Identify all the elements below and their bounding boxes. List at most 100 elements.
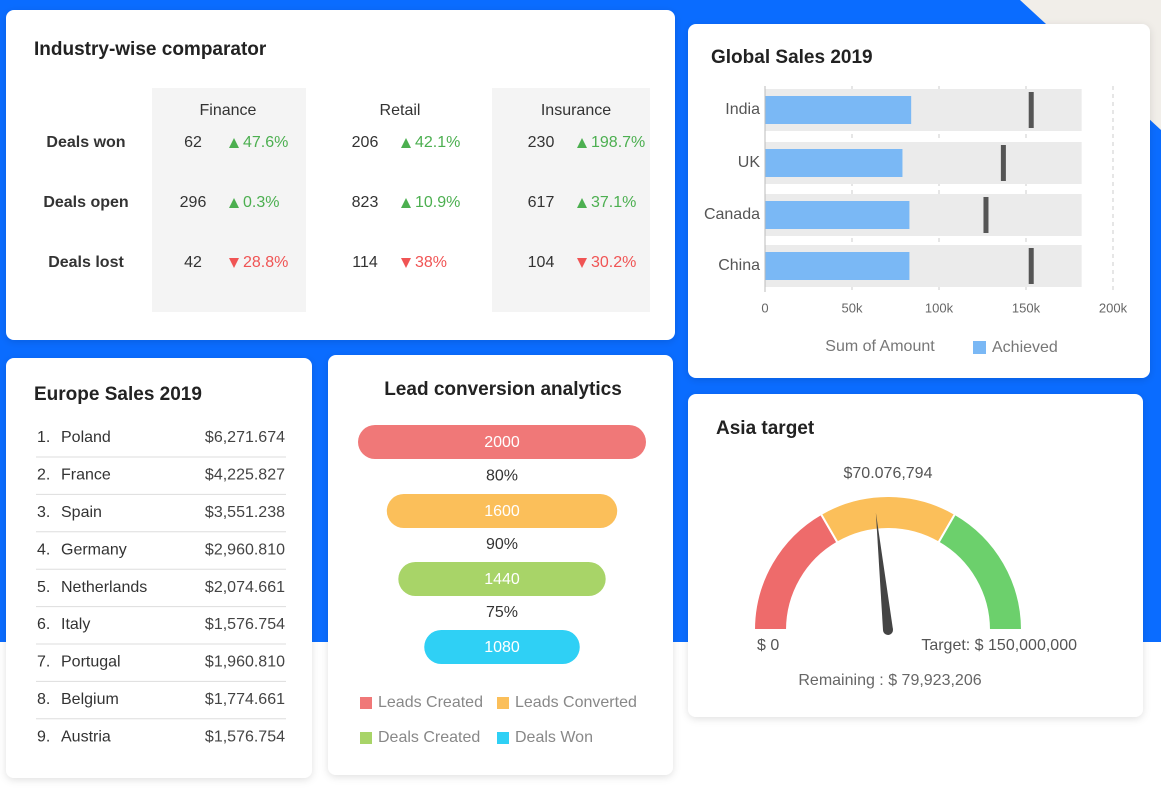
country: Netherlands — [61, 579, 147, 596]
trend-icon — [577, 198, 587, 208]
row-label: Deals lost — [48, 254, 124, 271]
column-header: Retail — [380, 102, 421, 119]
row-label: Deals won — [46, 134, 125, 151]
legend-swatch — [360, 732, 372, 744]
cell-value: 42 — [184, 254, 202, 271]
funnel-value: 1440 — [484, 571, 520, 588]
conversion-rate: 75% — [486, 604, 518, 621]
trend-icon — [229, 138, 239, 148]
funnel-value: 2000 — [484, 434, 520, 451]
legend-swatch — [497, 697, 509, 709]
bar — [765, 201, 910, 229]
rank: 4. — [37, 541, 50, 558]
legend-label: Leads Created — [378, 694, 483, 711]
cell-value: 62 — [184, 134, 202, 151]
gauge-needle — [875, 512, 893, 631]
country: Germany — [61, 541, 127, 558]
card — [688, 394, 1143, 717]
x-tick-label: 0 — [761, 300, 768, 315]
cell-change: 38% — [415, 254, 447, 271]
column-header: Finance — [200, 102, 257, 119]
y-tick-label: China — [718, 257, 760, 274]
cell-change: 0.3% — [243, 194, 279, 211]
card-title: Asia target — [716, 418, 815, 439]
card-title: Industry-wise comparator — [34, 39, 267, 60]
legend-label: Leads Converted — [515, 694, 637, 711]
cell-value: 104 — [528, 254, 555, 271]
rank: 7. — [37, 654, 50, 671]
gauge-tick-label: $ 0 — [757, 637, 779, 654]
bar — [765, 252, 910, 280]
trend-icon — [401, 138, 411, 148]
cell-change: 30.2% — [591, 254, 636, 271]
legend-label: Achieved — [992, 339, 1058, 356]
amount: $6,271.674 — [205, 429, 285, 446]
column-header: Insurance — [541, 102, 611, 119]
bar — [765, 96, 912, 124]
country: Portugal — [61, 654, 121, 671]
target-marker — [1028, 92, 1034, 128]
rank: 9. — [37, 728, 50, 745]
amount: $2,960.810 — [205, 541, 285, 558]
x-tick-label: 100k — [925, 300, 954, 315]
trend-icon — [577, 258, 587, 268]
funnel-bar — [398, 562, 606, 596]
funnel-bar — [386, 494, 618, 528]
cell-value: 617 — [528, 194, 555, 211]
legend-swatch — [360, 697, 372, 709]
country: Poland — [61, 429, 111, 446]
rank: 3. — [37, 504, 50, 521]
x-axis-label: Sum of Amount — [825, 338, 935, 355]
trend-icon — [229, 258, 239, 268]
cell-change: 10.9% — [415, 194, 460, 211]
country: France — [61, 467, 111, 484]
amount: $2,074.661 — [205, 579, 285, 596]
rank: 8. — [37, 691, 50, 708]
country: Belgium — [61, 691, 119, 708]
rank: 6. — [37, 616, 50, 633]
trend-icon — [229, 198, 239, 208]
cell-change: 42.1% — [415, 134, 460, 151]
cell-value: 206 — [352, 134, 379, 151]
cell-value: 296 — [180, 194, 207, 211]
amount: $1,774.661 — [205, 691, 285, 708]
x-tick-label: 150k — [1012, 300, 1041, 315]
gauge-value: $70.076,794 — [844, 465, 933, 482]
card-title: Europe Sales 2019 — [34, 384, 202, 405]
gauge-band — [937, 512, 1024, 631]
legend-swatch — [497, 732, 509, 744]
card — [6, 358, 312, 778]
cell-change: 47.6% — [243, 134, 288, 151]
y-tick-label: India — [725, 101, 760, 118]
legend-label: Deals Won — [515, 729, 593, 746]
trend-icon — [401, 258, 411, 268]
target-marker — [1000, 145, 1006, 181]
target-marker — [983, 197, 989, 233]
cell-change: 28.8% — [243, 254, 288, 271]
funnel-bar — [424, 630, 580, 664]
card-title: Global Sales 2019 — [711, 47, 873, 68]
country: Spain — [61, 504, 102, 521]
amount: $3,551.238 — [205, 504, 285, 521]
rank: 5. — [37, 579, 50, 596]
funnel-bar — [358, 425, 646, 459]
cell-change: 198.7% — [591, 134, 645, 151]
row-label: Deals open — [43, 194, 128, 211]
x-tick-label: 50k — [842, 300, 863, 315]
country: Austria — [61, 728, 111, 745]
amount: $1,576.754 — [205, 728, 285, 745]
column-shade — [152, 88, 306, 312]
gauge-tick-label: Target: $ 150,000,000 — [921, 637, 1077, 654]
needle-hub — [883, 625, 893, 635]
bar — [765, 149, 903, 177]
cell-value: 230 — [528, 134, 555, 151]
conversion-rate: 90% — [486, 536, 518, 553]
y-tick-label: UK — [738, 154, 761, 171]
cell-value: 114 — [352, 254, 378, 271]
amount: $4,225.827 — [205, 467, 285, 484]
country: Italy — [61, 616, 90, 633]
target-marker — [1028, 248, 1034, 284]
rank: 2. — [37, 467, 50, 484]
y-tick-label: Canada — [704, 206, 760, 223]
card-title: Lead conversion analytics — [384, 379, 622, 400]
